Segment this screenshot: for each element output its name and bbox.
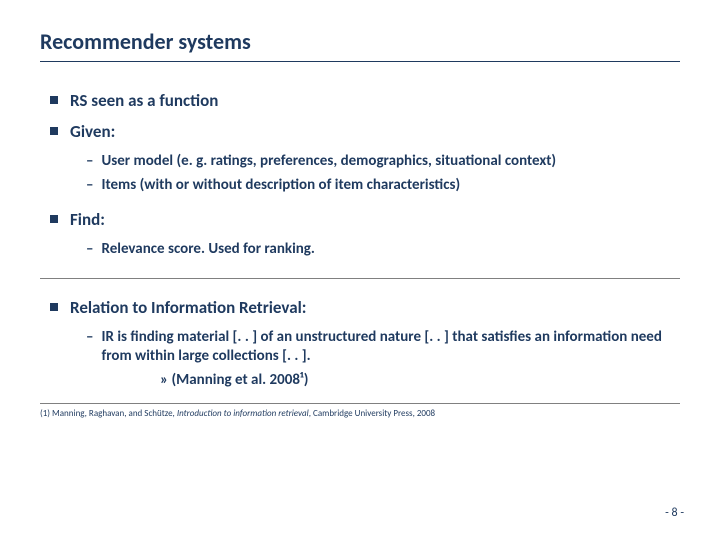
ir-sublist: – IR is finding material [. . ] of an un…: [40, 328, 680, 389]
footnote: (1) Manning, Raghavan, and Schütze, Intr…: [40, 408, 680, 419]
dash-icon: –: [86, 152, 93, 170]
dash-icon: –: [86, 240, 93, 258]
dash-icon: –: [86, 176, 93, 194]
slide-container: Recommender systems RS seen as a functio…: [0, 0, 720, 419]
section-rule: [40, 278, 680, 279]
footnote-title: Introduction to information retrieval: [177, 408, 309, 419]
page-number: - 8 -: [665, 506, 684, 520]
sub-text: Relevance score. Used for ranking.: [101, 240, 314, 260]
square-bullet-icon: [50, 303, 58, 311]
bullet-text: Find:: [70, 209, 105, 230]
bullet-find: Find:: [50, 209, 680, 230]
square-bullet-icon: [50, 215, 58, 223]
footnote-prefix: (1) Manning, Raghavan, and Schütze,: [40, 408, 177, 419]
footnote-rule: [40, 403, 680, 404]
sub-user-model: – User model (e. g. ratings, preferences…: [86, 152, 680, 172]
sub-text: IR is finding material [. . ] of an unst…: [101, 328, 680, 367]
bullet-rs-function: RS seen as a function: [50, 90, 680, 111]
citation-manning: » (Manning et al. 2008¹): [160, 371, 680, 389]
slide-title: Recommender systems: [40, 28, 680, 55]
dash-icon: –: [86, 328, 93, 346]
bullet-text: RS seen as a function: [70, 90, 218, 111]
bullet-text: Given:: [70, 121, 115, 142]
title-rule: [40, 61, 680, 62]
square-bullet-icon: [50, 96, 58, 104]
sub-text: Items (with or without description of it…: [101, 176, 460, 196]
given-sublist: – User model (e. g. ratings, preferences…: [40, 152, 680, 195]
sub-relevance: – Relevance score. Used for ranking.: [86, 240, 680, 260]
bullet-given: Given:: [50, 121, 680, 142]
sub-text: User model (e. g. ratings, preferences, …: [101, 152, 556, 172]
find-sublist: – Relevance score. Used for ranking.: [40, 240, 680, 260]
footnote-suffix: , Cambridge University Press, 2008: [309, 408, 435, 419]
bullet-ir-relation: Relation to Information Retrieval:: [50, 297, 680, 318]
square-bullet-icon: [50, 127, 58, 135]
sub-items: – Items (with or without description of …: [86, 176, 680, 196]
sub-ir-definition: – IR is finding material [. . ] of an un…: [86, 328, 680, 367]
bullet-text: Relation to Information Retrieval:: [70, 297, 306, 318]
